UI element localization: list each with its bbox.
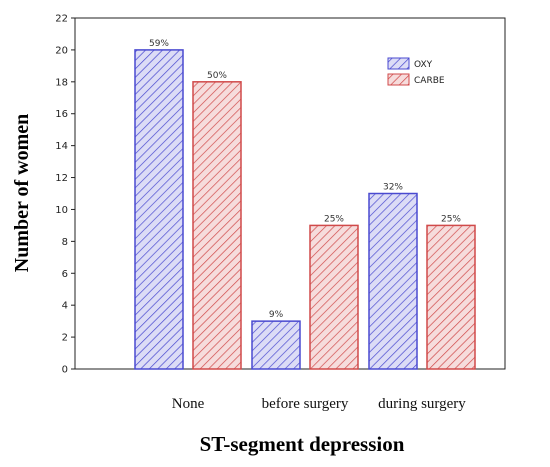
y-tick-label: 20 xyxy=(55,45,68,56)
x-axis-label: ST-segment depression xyxy=(200,432,405,456)
y-tick-label: 0 xyxy=(62,365,68,376)
data-labels-group: 59% 9% 32% 50% 25% 25% xyxy=(149,39,461,320)
x-category-label: during surgery xyxy=(378,396,466,412)
y-tick-label: 18 xyxy=(55,77,68,88)
bar-oxy-2 xyxy=(368,192,418,370)
x-category-label: None xyxy=(172,396,205,412)
data-label-carbe-1: 25% xyxy=(324,214,344,224)
data-label-oxy-0: 59% xyxy=(149,39,169,49)
x-axis-categories: None before surgery during surgery xyxy=(172,396,467,412)
bar-oxy-1 xyxy=(251,320,301,370)
data-label-oxy-2: 32% xyxy=(383,183,403,193)
bar-carbe-0 xyxy=(192,81,242,370)
bar-oxy-0 xyxy=(134,49,184,370)
y-tick-label: 10 xyxy=(55,205,68,216)
y-tick-label: 2 xyxy=(62,333,68,344)
y-tick-label: 16 xyxy=(55,109,68,120)
y-tick-label: 6 xyxy=(62,269,68,280)
legend-label-oxy: OXY xyxy=(414,60,433,70)
x-category-label: before surgery xyxy=(262,396,349,412)
y-tick-label: 8 xyxy=(62,237,68,248)
legend: OXY CARBE xyxy=(387,57,445,86)
y-tick-label: 14 xyxy=(55,141,68,152)
data-label-oxy-1: 9% xyxy=(269,310,284,320)
bar-carbe-1 xyxy=(309,224,359,370)
data-label-carbe-2: 25% xyxy=(441,214,461,224)
legend-swatch-carbe xyxy=(387,73,410,86)
legend-swatch-oxy xyxy=(387,57,410,70)
y-axis-label: Number of women xyxy=(11,114,33,273)
bar-carbe-2 xyxy=(426,224,476,370)
y-tick-label: 22 xyxy=(55,14,68,25)
y-tick-label: 4 xyxy=(62,301,68,312)
y-axis-ticks: 0 2 4 6 8 10 12 14 16 18 20 22 xyxy=(55,14,75,376)
y-tick-label: 12 xyxy=(55,173,68,184)
legend-label-carbe: CARBE xyxy=(414,76,445,86)
data-label-carbe-0: 50% xyxy=(207,71,227,81)
bars-group xyxy=(134,49,476,370)
